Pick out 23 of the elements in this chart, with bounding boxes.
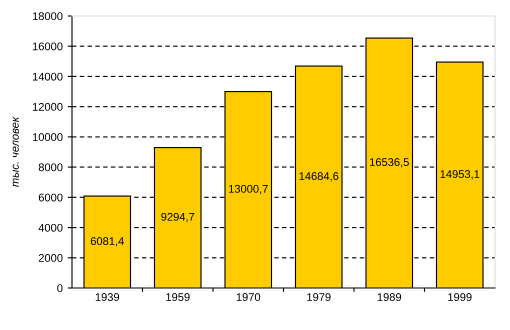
- y-tick-label: 18000: [32, 12, 63, 20]
- y-tick-label: 8000: [38, 163, 63, 172]
- x-tick-label: 1989: [378, 293, 402, 302]
- y-tick-label: 16000: [32, 42, 63, 50]
- data-label: 14684,6: [300, 172, 338, 182]
- y-tick-label: 0: [57, 284, 63, 292]
- y-axis-title: тыс. человек: [12, 116, 19, 187]
- y-tick-label: 14000: [32, 72, 63, 81]
- data-label: 13000,7: [229, 184, 268, 194]
- y-tick-label: 4000: [38, 224, 63, 232]
- data-label: 9294,7: [161, 212, 194, 222]
- y-tick-label: 10000: [32, 133, 63, 142]
- x-tick-label: 1939: [96, 293, 120, 302]
- y-tick-label: 12000: [32, 102, 63, 111]
- data-label: 16536,5: [370, 158, 409, 168]
- x-tick-label: 1970: [236, 293, 260, 302]
- data-label: 14953,1: [440, 170, 480, 180]
- y-tick-label: 2000: [38, 254, 63, 262]
- data-label: 6081,4: [90, 237, 124, 246]
- x-tick-label: 1999: [448, 293, 472, 302]
- y-tick-label: 6000: [38, 194, 63, 202]
- x-tick-label: 1979: [307, 293, 331, 302]
- x-tick-label: 1959: [166, 293, 190, 302]
